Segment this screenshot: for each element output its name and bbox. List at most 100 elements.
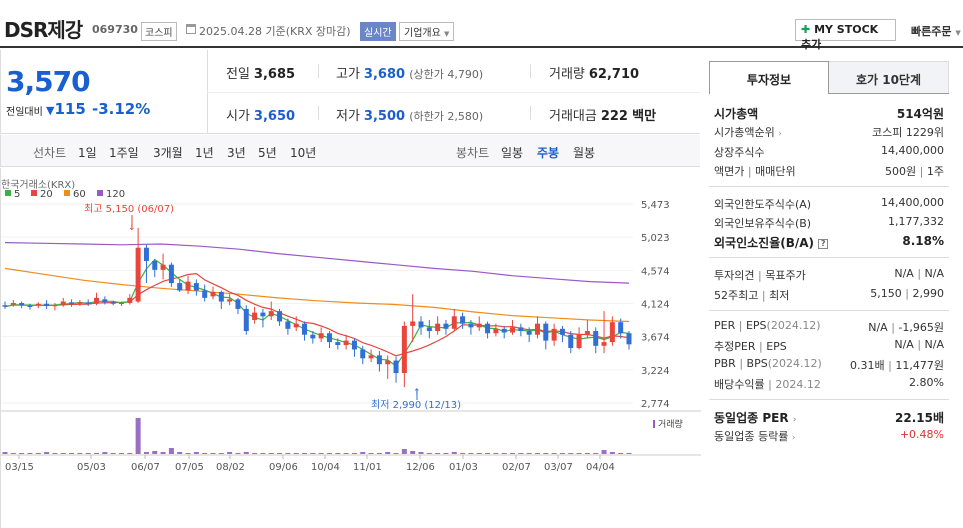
chevron-right-icon: › <box>791 433 796 443</box>
candle-up <box>601 342 607 346</box>
candle-up <box>401 325 407 374</box>
candle-chart-label[interactable]: 봉차트 <box>456 146 490 160</box>
candle-up <box>268 311 274 317</box>
change-label: 전일대비 <box>6 107 43 118</box>
divider <box>318 64 319 78</box>
trade-amount: 거래대금 222 백만 <box>549 105 656 124</box>
industry-rate-row[interactable]: 동일업종 등락률 › +0.48% <box>714 428 944 446</box>
candle-down <box>302 323 308 335</box>
candle-down <box>360 349 366 359</box>
candle-down <box>193 283 199 291</box>
investment-info-panel: 투자정보 호가 10단계 시가총액 514억원 시가총액순위 › 코스피 1229위… <box>709 61 949 461</box>
mystock-add-button[interactable]: ✚ MY STOCK 추가 <box>795 19 896 51</box>
tab-order-book[interactable]: 호가 10단계 <box>829 61 949 94</box>
line-chart-label[interactable]: 선차트 <box>33 146 67 160</box>
period-3y[interactable]: 3년 <box>227 146 246 160</box>
volume-bar <box>559 453 565 454</box>
candle-down <box>285 321 291 329</box>
period-1d[interactable]: 1일 <box>78 146 97 160</box>
period-1w[interactable]: 1주일 <box>109 146 139 160</box>
candle-down <box>393 360 399 374</box>
period-10y[interactable]: 10년 <box>290 146 317 160</box>
quick-order-button[interactable]: 빠른주문 ▼ <box>911 23 961 39</box>
pbr-value: 0.31배 <box>850 359 885 372</box>
volume-bar <box>410 451 416 454</box>
volume-bar <box>551 453 557 454</box>
market-cap-row: 시가총액 514억원 <box>714 105 944 123</box>
candle-monthly[interactable]: 월봉 <box>573 146 596 160</box>
legend-swatch-60 <box>64 190 70 196</box>
bps-value: 11,477원 <box>895 359 944 372</box>
volume-bar <box>609 452 615 454</box>
volume-bar <box>77 453 83 454</box>
candle-up <box>584 331 590 335</box>
candle-up <box>510 327 516 333</box>
candle-daily[interactable]: 일봉 <box>501 146 524 160</box>
corp-overview-dropdown[interactable]: 기업개요 ▼ <box>399 22 455 41</box>
candle-down <box>85 302 91 304</box>
candle-down <box>376 355 382 365</box>
volume-bar <box>193 452 199 454</box>
bps-label: BPS <box>746 357 768 370</box>
market-cap-value: 514억원 <box>896 107 944 121</box>
calendar-icon <box>186 24 196 34</box>
stock-chart[interactable]: 한국거래소(KRX) 5 20 60 120 5,473 5,023 4,574 4,124… <box>0 168 701 528</box>
change-amount: 115 <box>54 100 86 118</box>
dividend-label: 배당수익률 <box>714 378 765 391</box>
per-value: N/A <box>868 321 888 334</box>
volume-bar <box>277 453 283 454</box>
foreign-hold-value: 1,177,332 <box>888 215 944 228</box>
divider <box>530 64 531 78</box>
industry-per-label: 동일업종 PER <box>714 411 789 425</box>
volume-bar <box>10 453 16 454</box>
volume-bar <box>85 453 91 454</box>
candle-down <box>168 264 174 284</box>
candle-down <box>501 328 507 333</box>
period-3m[interactable]: 3개월 <box>153 146 183 160</box>
high-label: 고가 <box>336 67 360 82</box>
candle-up <box>410 321 416 326</box>
candle-down <box>277 311 283 322</box>
cap-rank-row[interactable]: 시가총액순위 › 코스피 1229위 <box>714 124 944 142</box>
change-value: ▼115 <box>46 100 86 118</box>
volume-label: 거래량 <box>549 67 585 82</box>
volume-legend-swatch <box>653 420 655 428</box>
candle-weekly[interactable]: 주봉 <box>537 146 560 160</box>
candle-down <box>426 327 432 332</box>
volume-bar <box>318 453 324 454</box>
live-badge[interactable]: 실시간 <box>360 22 396 41</box>
help-icon[interactable]: ? <box>818 238 829 249</box>
prev-close-label: 전일 <box>226 67 250 82</box>
period-5y[interactable]: 5년 <box>258 146 277 160</box>
divider <box>207 92 700 93</box>
candle-up <box>368 355 374 359</box>
volume-bar <box>268 453 274 454</box>
volume-bar <box>593 453 599 454</box>
amount-label: 거래대금 <box>549 109 597 124</box>
volume-bar <box>94 453 100 454</box>
y-tick-label: 5,023 <box>641 233 670 244</box>
moving-average-lines <box>4 242 630 367</box>
amount-unit: 백만 <box>632 109 657 124</box>
cap-rank-label: 시가총액순위 <box>714 126 775 139</box>
quick-order-label: 빠른주문 <box>911 25 952 38</box>
bps-year: (2024.12) <box>767 357 822 370</box>
volume-bar <box>44 452 50 454</box>
volume-bar <box>451 452 457 454</box>
candle-up <box>476 323 482 328</box>
volume-bar <box>584 453 590 454</box>
plus-icon: ✚ <box>801 23 811 36</box>
candle-down <box>44 303 50 306</box>
tab-investment-info[interactable]: 투자정보 <box>709 61 829 94</box>
stock-name: DSR제강 <box>4 18 83 42</box>
dividend-year: 2024.12 <box>775 378 821 391</box>
volume-bar <box>326 453 332 454</box>
candle-down <box>518 327 524 332</box>
period-1y[interactable]: 1년 <box>195 146 214 160</box>
candle-up <box>318 333 324 339</box>
legend-label-20: 20 <box>40 189 53 200</box>
industry-per-row[interactable]: 동일업종 PER › 22.15배 <box>714 409 944 427</box>
candle-down <box>335 342 341 346</box>
chart-canvas[interactable]: 한국거래소(KRX) 5 20 60 120 5,473 5,023 4,574 4,124… <box>1 168 701 528</box>
candle-up <box>94 297 100 304</box>
